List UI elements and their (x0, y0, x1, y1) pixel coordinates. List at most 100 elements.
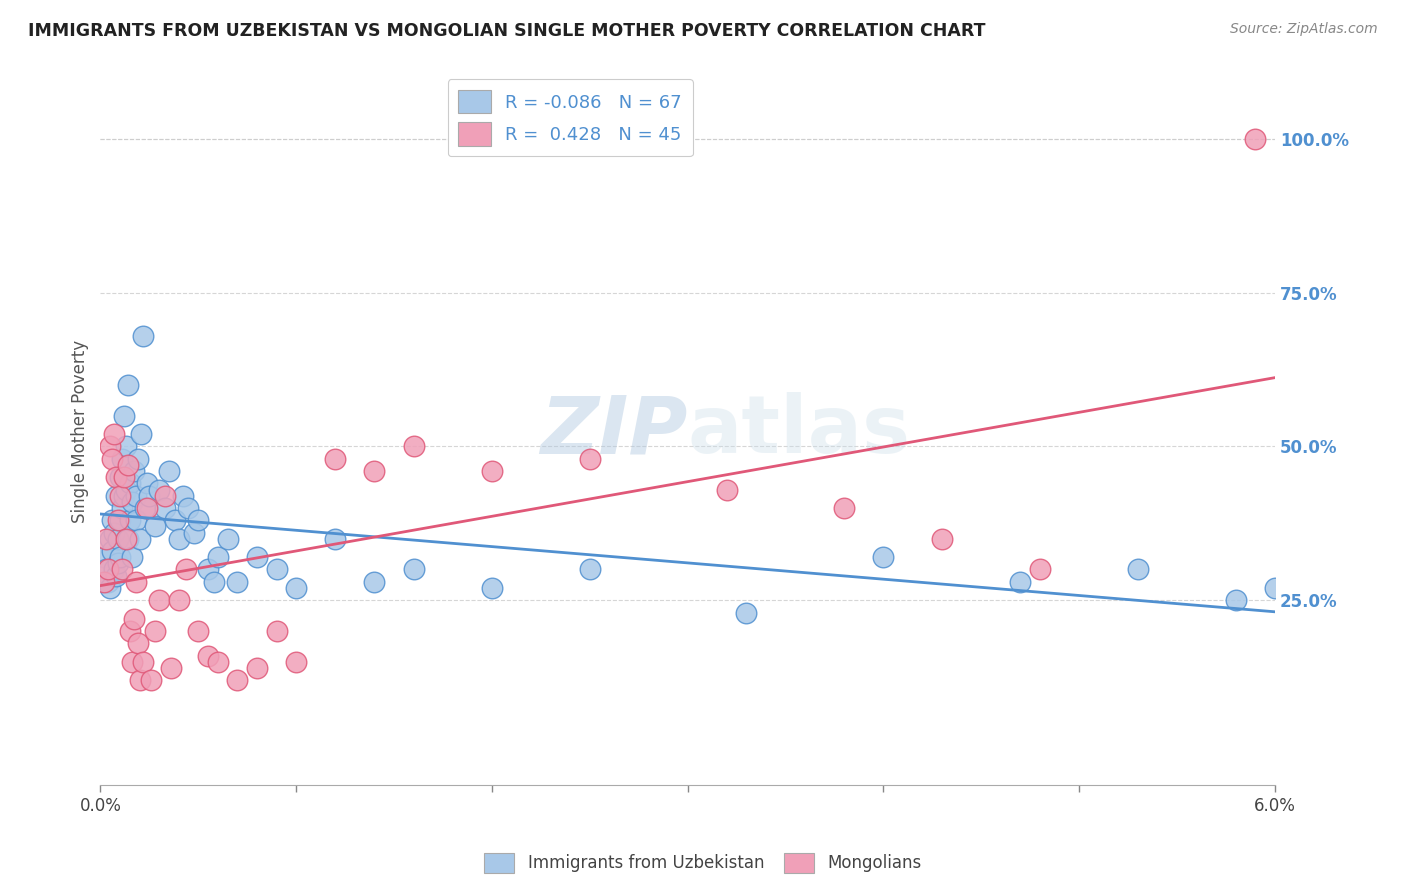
Point (285, 581, 308, 595)
Point (111, 451, 134, 466)
Point (323, 532, 346, 546)
Point (128, 673, 150, 688)
Point (96, 532, 118, 546)
Point (226, 673, 249, 688)
Point (103, 427, 125, 442)
Point (363, 574, 385, 589)
Point (183, 525, 205, 540)
Point (122, 464, 145, 478)
Point (117, 378, 139, 392)
Point (98, 581, 121, 595)
Point (118, 624, 141, 638)
Y-axis label: Single Mother Poverty: Single Mother Poverty (72, 340, 89, 523)
Point (111, 500, 134, 515)
Point (121, 550, 143, 565)
Point (207, 550, 229, 565)
Point (323, 451, 346, 466)
Point (143, 519, 166, 533)
Point (148, 593, 170, 607)
Legend: R = -0.086   N = 67, R =  0.428   N = 45: R = -0.086 N = 67, R = 0.428 N = 45 (447, 79, 693, 156)
Point (1010, 574, 1032, 589)
Point (132, 655, 155, 669)
Point (136, 500, 159, 515)
Point (96, 562, 118, 576)
Point (217, 532, 239, 546)
Point (128, 532, 150, 546)
Point (157, 464, 180, 478)
Point (105, 470, 128, 484)
Point (98, 440, 121, 454)
Point (246, 661, 269, 675)
Point (176, 562, 198, 576)
Point (97, 562, 120, 576)
Point (93, 550, 115, 565)
Point (121, 655, 143, 669)
Point (118, 476, 141, 491)
Text: atlas: atlas (688, 392, 911, 470)
Point (108, 550, 131, 565)
Legend: Immigrants from Uzbekistan, Mongolians: Immigrants from Uzbekistan, Mongolians (478, 847, 928, 880)
Point (124, 513, 146, 527)
Point (97, 574, 120, 589)
Point (107, 513, 129, 527)
Point (98, 532, 121, 546)
Point (172, 489, 194, 503)
Point (107, 557, 129, 571)
Point (872, 550, 894, 565)
Point (832, 500, 855, 515)
Point (132, 328, 155, 343)
Point (117, 458, 139, 472)
Point (148, 483, 170, 497)
Point (207, 655, 229, 669)
Point (111, 562, 134, 576)
Point (735, 606, 758, 620)
Point (578, 562, 600, 576)
Point (108, 470, 131, 484)
Point (153, 500, 176, 515)
Point (363, 464, 385, 478)
Point (108, 513, 131, 527)
Point (481, 464, 503, 478)
Point (153, 489, 176, 503)
Point (402, 562, 425, 576)
Point (197, 648, 219, 663)
Point (103, 525, 125, 540)
Point (143, 624, 166, 638)
Point (716, 483, 738, 497)
Point (481, 581, 503, 595)
Point (1029, 562, 1052, 576)
Point (931, 532, 953, 546)
Point (117, 532, 139, 546)
Point (177, 500, 200, 515)
Point (226, 574, 249, 589)
Point (105, 489, 128, 503)
Point (112, 489, 135, 503)
Point (167, 593, 190, 607)
Point (136, 476, 159, 491)
Point (141, 673, 163, 688)
Point (266, 562, 288, 576)
Point (103, 562, 125, 576)
Point (138, 489, 160, 503)
Text: IMMIGRANTS FROM UZBEKISTAN VS MONGOLIAN SINGLE MOTHER POVERTY CORRELATION CHART: IMMIGRANTS FROM UZBEKISTAN VS MONGOLIAN … (28, 22, 986, 40)
Point (114, 440, 136, 454)
Point (114, 532, 136, 546)
Point (127, 451, 149, 466)
Point (187, 624, 209, 638)
Point (285, 655, 308, 669)
Point (101, 544, 124, 558)
Point (402, 440, 425, 454)
Point (114, 483, 136, 497)
Text: ZIP: ZIP (540, 392, 688, 470)
Point (127, 636, 149, 650)
Point (112, 470, 135, 484)
Point (105, 568, 128, 582)
Point (107, 532, 129, 546)
Point (266, 624, 288, 638)
Point (1126, 562, 1149, 576)
Point (1244, 132, 1267, 146)
Point (163, 513, 186, 527)
Point (167, 532, 190, 546)
Point (159, 661, 181, 675)
Point (118, 513, 141, 527)
